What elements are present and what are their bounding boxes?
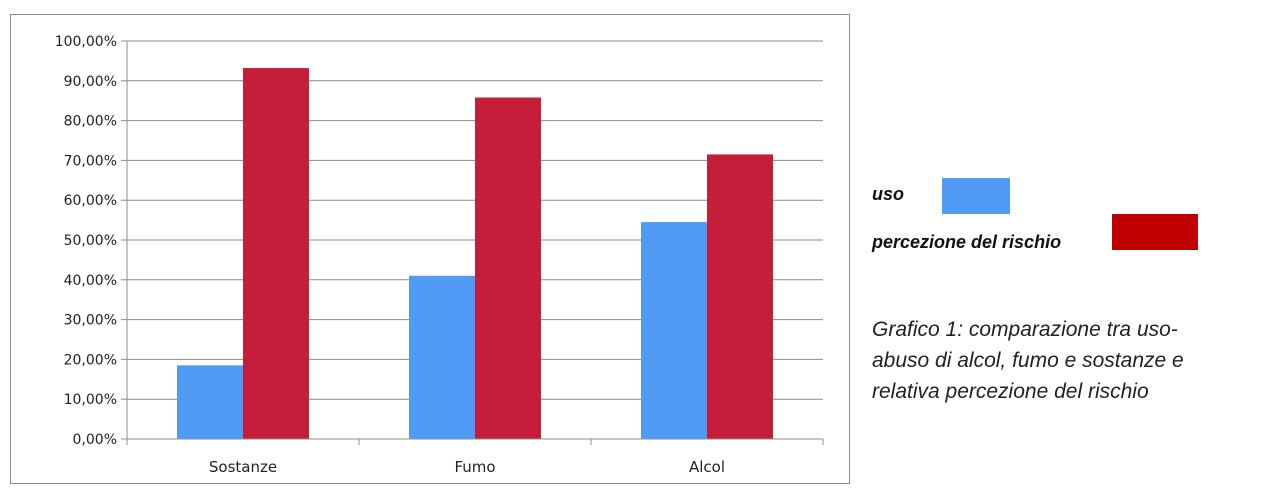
bar-percezione-alcol bbox=[707, 154, 773, 439]
legend-label-percezione: percezione del rischio bbox=[872, 232, 1062, 252]
caption-line-1: Grafico 1: comparazione tra uso- bbox=[872, 318, 1178, 341]
bar-uso-fumo bbox=[409, 275, 475, 439]
bar-percezione-fumo bbox=[475, 97, 541, 440]
legend-swatch-percezione bbox=[1112, 214, 1198, 250]
caption-line-2: abuso di alcol, fumo e sostanze e bbox=[872, 349, 1184, 372]
legend-swatch-uso bbox=[942, 178, 1010, 214]
legend-item-uso: uso bbox=[872, 176, 1262, 214]
legend-label-uso: uso bbox=[872, 184, 905, 204]
legend-item-percezione: percezione del rischio bbox=[872, 212, 1262, 252]
x-category-label: Fumo bbox=[454, 458, 495, 476]
y-tick-label: 90,00% bbox=[64, 74, 117, 90]
x-category-label: Alcol bbox=[689, 458, 725, 476]
chart-frame: 0,00% 10,00% 20,00% 30,00% 40,00% 50,00% 60,00… bbox=[10, 14, 850, 484]
y-tick-label: 60,00% bbox=[64, 193, 117, 209]
bar-uso-alcol bbox=[641, 222, 707, 439]
y-tick-label: 80,00% bbox=[64, 114, 117, 130]
y-tick-label: 70,00% bbox=[64, 153, 117, 169]
y-tick-label: 30,00% bbox=[64, 313, 117, 329]
chart-caption: Grafico 1: comparazione tra uso- abuso d… bbox=[872, 314, 1262, 407]
bar-chart: 0,00% 10,00% 20,00% 30,00% 40,00% 50,00% 60,00… bbox=[55, 34, 824, 476]
legend: uso percezione del rischio bbox=[872, 176, 1262, 252]
y-tick-label: 10,00% bbox=[64, 392, 117, 408]
caption-line-3: relativa percezione del rischio bbox=[872, 380, 1149, 403]
y-tick-label: 40,00% bbox=[64, 273, 117, 289]
y-tick-label: 0,00% bbox=[73, 432, 117, 448]
bar-uso-sostanze bbox=[177, 365, 243, 439]
x-category-label: Sostanze bbox=[209, 458, 277, 476]
y-tick-label: 100,00% bbox=[55, 34, 117, 50]
y-tick-label: 20,00% bbox=[64, 352, 117, 368]
bar-percezione-sostanze bbox=[243, 68, 309, 439]
y-tick-label: 50,00% bbox=[64, 233, 117, 249]
